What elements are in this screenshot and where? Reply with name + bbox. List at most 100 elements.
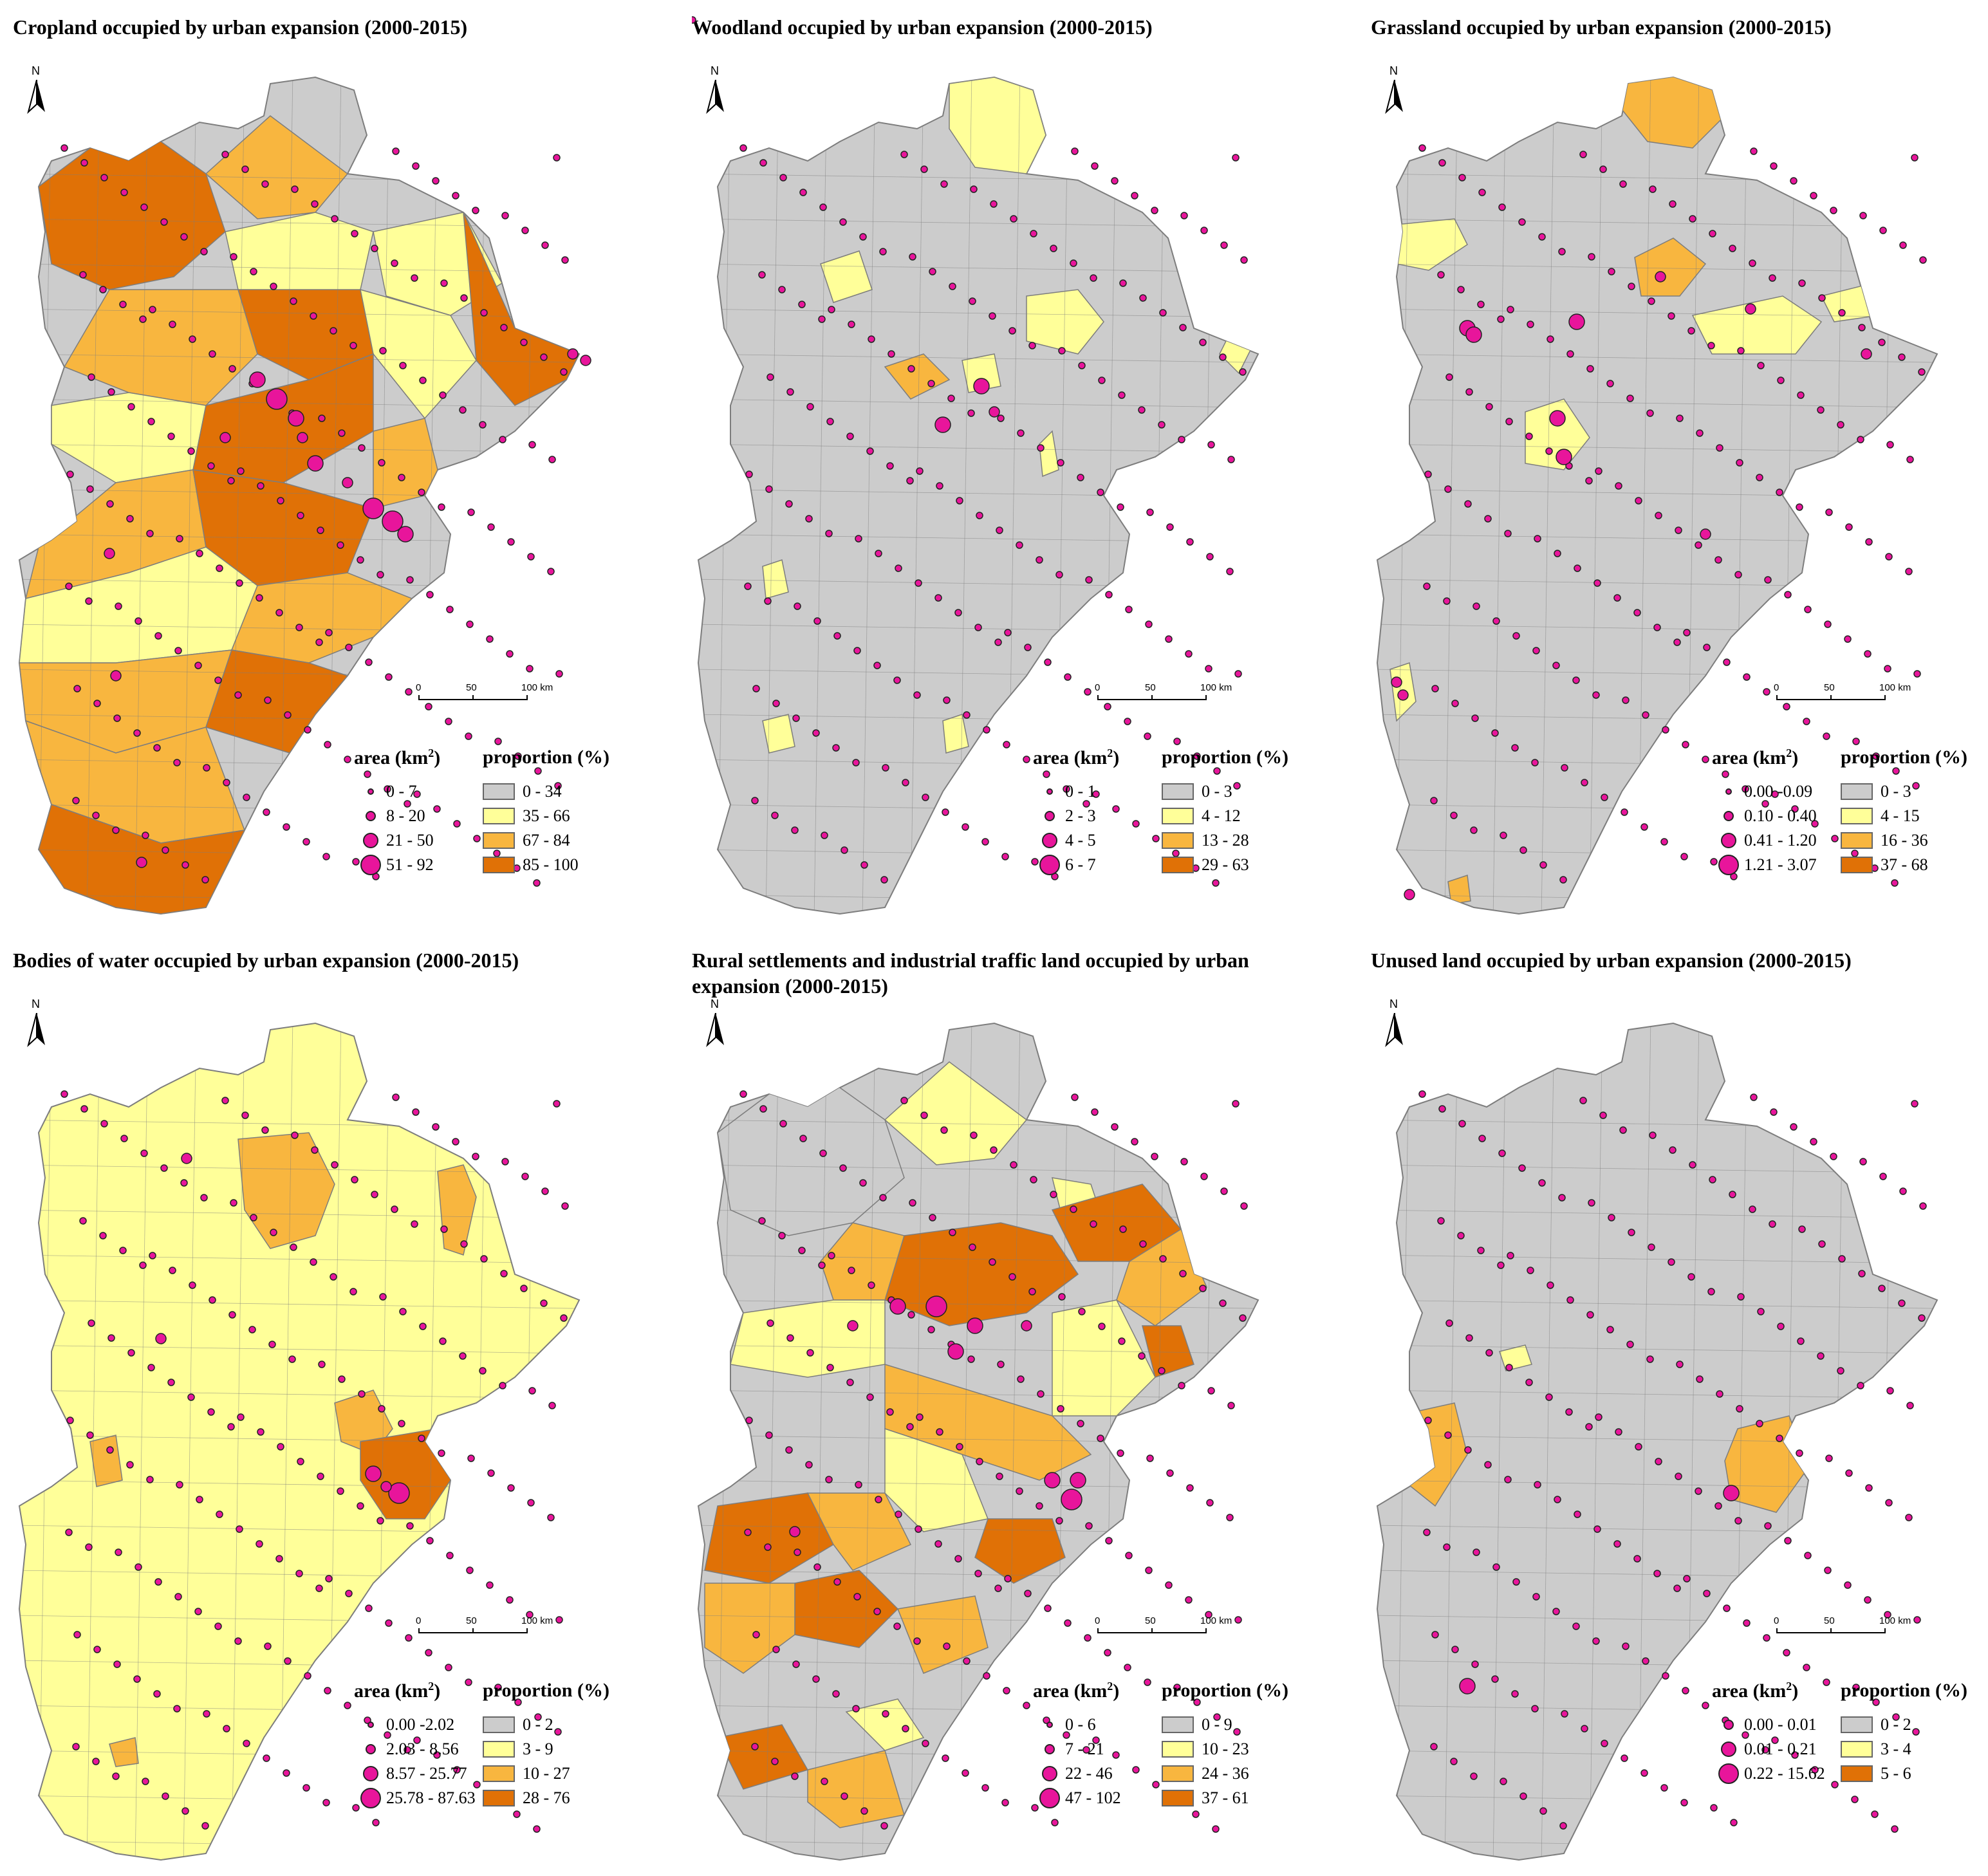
- county-region: [762, 714, 795, 754]
- area-symbol: [1622, 1642, 1630, 1650]
- area-symbol: [1633, 1555, 1641, 1563]
- area-symbol: [189, 335, 196, 343]
- legend-proportion-label: 28 - 76: [523, 1788, 570, 1807]
- area-symbol: [1885, 553, 1893, 561]
- area-symbol: [228, 1311, 236, 1319]
- area-symbol: [1532, 1593, 1540, 1601]
- area-symbol: [189, 1281, 196, 1289]
- legend-area-symbol: [1725, 788, 1732, 795]
- legend-area-label: 51 - 92: [386, 855, 434, 874]
- area-symbol: [275, 1555, 283, 1563]
- area-symbol: [1844, 1581, 1852, 1589]
- area-symbol: [744, 582, 752, 590]
- area-symbol: [847, 1320, 859, 1332]
- area-symbol: [1676, 1361, 1684, 1368]
- area-symbol: [1913, 670, 1921, 678]
- area-symbol: [1539, 861, 1547, 869]
- area-symbol: [560, 1314, 568, 1322]
- area-symbol: [961, 1769, 969, 1777]
- area-symbol: [160, 218, 168, 226]
- area-symbol: [1756, 474, 1763, 481]
- area-symbol: [1538, 233, 1546, 241]
- area-symbol: [1051, 1819, 1059, 1826]
- area-symbol: [859, 1179, 867, 1187]
- area-symbol: [1547, 335, 1554, 343]
- area-symbol: [384, 1731, 391, 1739]
- area-symbol: [1227, 1402, 1235, 1409]
- county-region: [949, 77, 1046, 174]
- county-region: [961, 353, 1001, 393]
- area-symbol: [371, 245, 378, 252]
- area-symbol: [1588, 253, 1595, 261]
- area-symbol: [547, 1514, 555, 1521]
- area-symbol: [1852, 1684, 1860, 1691]
- area-symbol: [115, 602, 122, 610]
- county-region: [1634, 237, 1707, 297]
- area-symbol: [315, 1584, 323, 1592]
- area-symbol: [1549, 410, 1566, 427]
- area-symbol: [107, 1334, 115, 1342]
- legend-proportion-swatch: [1162, 1765, 1194, 1782]
- area-symbol: [1527, 320, 1534, 328]
- area-symbol: [967, 1317, 983, 1334]
- area-symbol: [555, 1616, 563, 1624]
- area-symbol: [855, 535, 862, 543]
- area-symbol: [1016, 541, 1023, 549]
- scale-label-0: 0: [416, 1615, 422, 1626]
- legend-area-heading: area (km2): [1712, 1680, 1799, 1702]
- area-symbol: [1423, 582, 1431, 590]
- area-symbol: [1714, 556, 1722, 564]
- area-symbol: [915, 579, 922, 587]
- area-symbol: [1205, 1611, 1212, 1619]
- area-symbol: [1742, 785, 1749, 793]
- area-symbol: [1615, 1428, 1622, 1436]
- area-symbol: [1097, 1435, 1104, 1442]
- county-boundary: [135, 1023, 149, 1860]
- area-symbol: [1776, 488, 1783, 496]
- area-symbol: [330, 1273, 337, 1281]
- area-symbol: [352, 1804, 360, 1812]
- county-region: [1142, 1325, 1194, 1378]
- area-symbol: [270, 1229, 277, 1236]
- area-symbol: [916, 467, 924, 475]
- legend-area-label: 25.78 - 87.63: [386, 1788, 476, 1807]
- area-symbol: [1458, 174, 1466, 181]
- area-symbol: [771, 812, 779, 819]
- area-symbol: [1554, 550, 1561, 557]
- north-label: N: [1389, 64, 1398, 77]
- map-panel-water: Bodies of water occupied by urban expans…: [13, 940, 656, 1866]
- legend-proportion-swatch: [483, 1741, 515, 1758]
- area-symbol: [236, 1525, 243, 1533]
- scale-label-0: 0: [1095, 682, 1101, 693]
- area-symbol: [794, 1548, 801, 1556]
- area-symbol: [418, 1435, 425, 1442]
- legend-proportion-swatch: [1841, 1741, 1873, 1758]
- area-symbol: [692, 16, 696, 24]
- area-symbol: [214, 1622, 222, 1630]
- area-symbol: [1212, 1825, 1220, 1833]
- area-symbol: [825, 1476, 833, 1483]
- area-symbol: [1008, 1273, 1016, 1281]
- area-symbol: [994, 1584, 1002, 1592]
- area-symbol: [868, 335, 875, 343]
- area-symbol: [1729, 245, 1736, 252]
- area-symbol: [1418, 144, 1426, 152]
- area-symbol: [853, 1593, 861, 1601]
- area-symbol: [1131, 192, 1138, 200]
- area-symbol: [486, 635, 494, 643]
- area-symbol: [1477, 301, 1485, 308]
- legend-proportion-label: 3 - 4: [1881, 1740, 1911, 1758]
- area-symbol: [1438, 1105, 1446, 1113]
- area-symbol: [514, 1698, 522, 1706]
- area-symbol: [438, 503, 445, 511]
- area-symbol: [1085, 1522, 1093, 1530]
- area-symbol: [1885, 1499, 1893, 1507]
- area-symbol: [453, 820, 461, 828]
- area-symbol: [1579, 151, 1587, 158]
- area-symbol: [1784, 1537, 1792, 1545]
- area-symbol: [1702, 756, 1709, 763]
- legend: area (km2) proportion (%) 0.00 -0.09 0.1…: [1712, 747, 1988, 907]
- legend-proportion-swatch: [1162, 783, 1194, 800]
- legend-area-symbol: [1046, 788, 1053, 795]
- area-symbol: [1180, 1158, 1188, 1166]
